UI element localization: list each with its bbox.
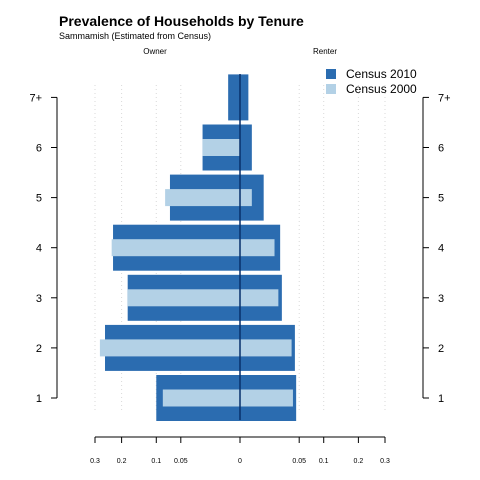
owner-label: Owner [143, 47, 167, 56]
bar-2000-owner-4 [111, 239, 240, 257]
x-tick-label-4: 0 [238, 458, 242, 465]
bar-2000-renter-2 [240, 339, 292, 357]
bar-2010-renter-7+ [240, 74, 249, 121]
x-tick-label-2: 0.1 [151, 458, 161, 465]
renter-label: Renter [312, 47, 338, 56]
y-tick-label-right-1: 1 [438, 393, 444, 405]
legend-label-2000: Census 2000 [346, 81, 417, 96]
x-tick-label-1: 0.2 [117, 458, 127, 465]
y-tick-label-left-6: 6 [36, 143, 42, 155]
bar-2000-owner-6 [202, 139, 240, 156]
bar-2000-owner-5 [165, 189, 240, 207]
bar-2000-renter-5 [240, 189, 252, 207]
legend-item-2010: Census 2010 [326, 66, 417, 81]
bar-2000-owner-2 [99, 339, 241, 357]
chart-subtitle: Sammamish (Estimated from Census) [59, 31, 212, 41]
y-tick-label-left-5: 5 [36, 193, 42, 205]
legend-swatch-2010 [326, 68, 336, 79]
bar-2010-owner-7+ [228, 74, 240, 121]
x-tick-label-5: 0.05 [292, 458, 306, 465]
bar-2010-renter-6 [240, 124, 252, 171]
legend-swatch-2000 [326, 83, 336, 94]
bar-2000-owner-1 [162, 389, 240, 407]
y-tick-label-left-1: 1 [36, 393, 42, 405]
x-tick-label-3: 0.05 [174, 458, 188, 465]
y-tick-label-right-4: 4 [438, 243, 444, 255]
bar-2000-renter-1 [240, 389, 293, 407]
y-tick-label-left-2: 2 [36, 343, 42, 355]
bar-2000-renter-4 [240, 239, 275, 257]
y-tick-label-right-5: 5 [438, 193, 444, 205]
y-tick-label-left-4: 4 [36, 243, 42, 255]
y-tick-label-left-7+: 7+ [29, 92, 42, 104]
legend-item-2000: Census 2000 [326, 81, 417, 96]
y-tick-label-right-6: 6 [438, 143, 444, 155]
bar-2000-renter-3 [240, 289, 279, 307]
y-tick-label-right-7+: 7+ [438, 92, 451, 104]
bar-2000-owner-3 [127, 289, 240, 307]
x-tick-label-7: 0.2 [354, 458, 364, 465]
y-tick-label-left-3: 3 [36, 293, 42, 305]
x-tick-label-0: 0.3 [90, 458, 100, 465]
chart-title: Prevalence of Households by Tenure [59, 13, 304, 29]
y-tick-label-right-3: 3 [438, 293, 444, 305]
x-tick-label-8: 0.3 [380, 458, 390, 465]
legend: Census 2010 Census 2000 [326, 66, 417, 96]
legend-label-2010: Census 2010 [346, 66, 417, 81]
y-tick-label-right-2: 2 [438, 343, 444, 355]
x-tick-label-6: 0.1 [319, 458, 329, 465]
